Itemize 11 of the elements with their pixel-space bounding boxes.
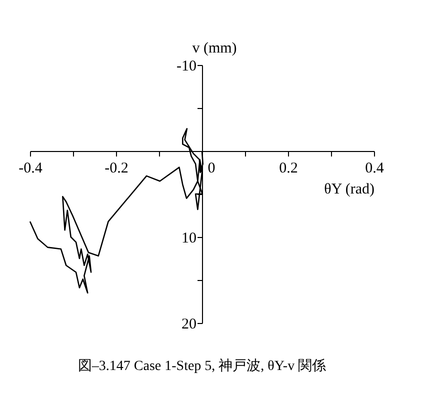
y-axis-title: v (mm) <box>192 40 237 56</box>
y-tick-label: 10 <box>182 230 196 246</box>
x-axis-title: θY (rad) <box>324 182 374 198</box>
x-tick-label: 0.2 <box>279 160 298 176</box>
x-tick-label: -0.2 <box>104 160 128 176</box>
x-tick-label: 0.4 <box>365 160 384 176</box>
text: 図–3.147 Case 1-Step 5, 神戸波, θY-v 関係 <box>78 358 326 374</box>
y-tick-label: 20 <box>182 316 196 332</box>
x-tick-label: 0 <box>208 160 216 176</box>
y-tick-label: -10 <box>176 58 196 74</box>
x-tick-label: -0.4 <box>18 160 43 176</box>
